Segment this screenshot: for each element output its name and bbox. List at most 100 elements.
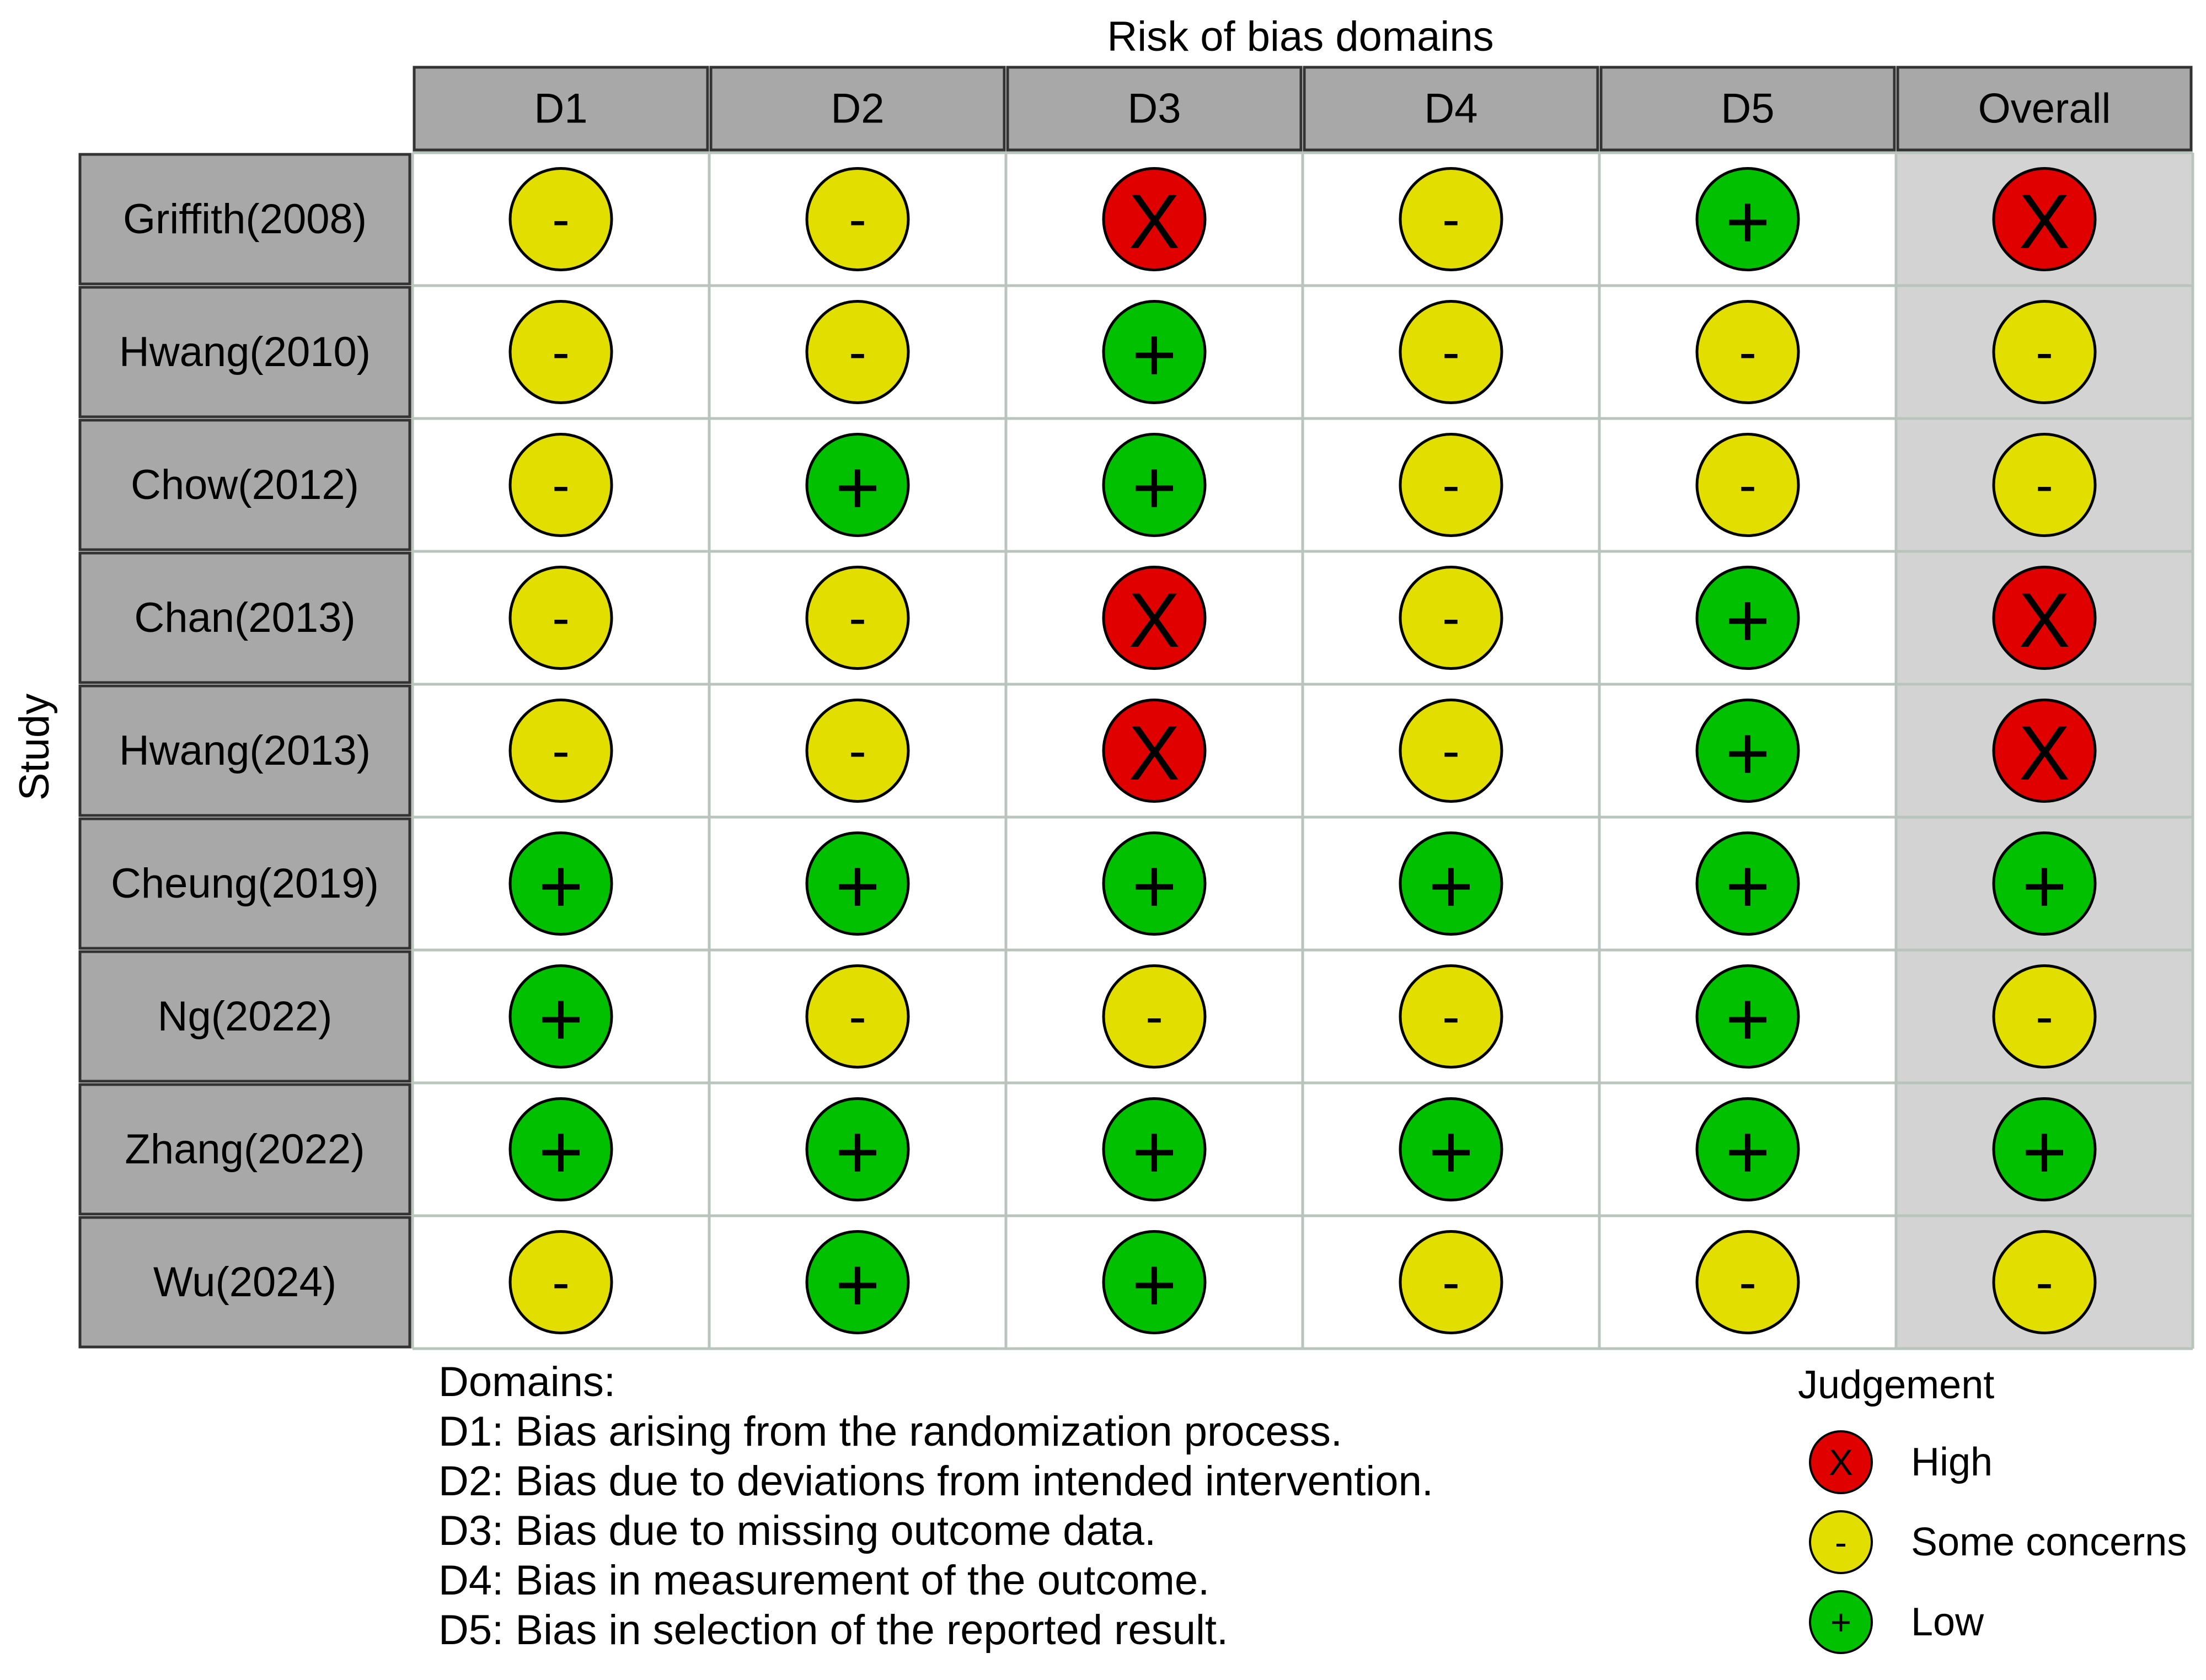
judgement-cell: - <box>1399 300 1503 404</box>
judgement-marker <box>1992 699 2097 803</box>
domain-description-d4: D4: Bias in measurement of the outcome. <box>438 1557 1210 1604</box>
judgement-marker <box>1695 300 1800 404</box>
column-header-d1 <box>413 66 709 152</box>
judgement-marker <box>508 566 613 670</box>
judgement-marker <box>1992 831 2097 936</box>
judgement-marker <box>805 433 910 537</box>
judgement-symbol: + <box>835 444 880 530</box>
judgement-symbol: + <box>1428 1108 1474 1195</box>
judgement-symbol: + <box>538 975 583 1062</box>
judgement-cell: - <box>508 1230 613 1334</box>
judgement-cell: + <box>508 831 613 936</box>
judgement-cell: + <box>1399 831 1503 936</box>
judgement-marker <box>1102 699 1207 803</box>
judgement-symbol: - <box>849 588 866 647</box>
judgement-symbol: + <box>1725 577 1770 663</box>
judgement-symbol: X <box>1128 577 1180 663</box>
judgement-marker <box>1399 300 1503 404</box>
judgement-cell: - <box>1399 699 1503 803</box>
judgement-cell: + <box>1102 831 1207 936</box>
column-header-label-d5: D5 <box>1721 85 1774 132</box>
judgement-cell: - <box>1695 1230 1800 1334</box>
judgement-marker <box>1102 964 1207 1069</box>
judgement-symbol: - <box>2036 1253 2053 1312</box>
column-header-overall <box>1896 66 2193 152</box>
study-label-box <box>78 817 411 950</box>
judgement-marker <box>1399 964 1503 1069</box>
domain-description-d3: D3: Bias due to missing outcome data. <box>438 1507 1156 1554</box>
judgement-cells: - - X - + X - - + - - - - + + - - - - - X - + X - - X - + X + + + + + + + - - -… <box>508 167 2097 1334</box>
study-label-hwang-2013: Hwang(2013) <box>119 727 371 774</box>
judgement-symbol: - <box>2036 323 2053 382</box>
judgement-symbol: X <box>1128 710 1180 796</box>
legend-item-high: X High <box>1809 1428 2195 1494</box>
judgement-cell: + <box>805 831 910 936</box>
judgement-symbol: + <box>1132 1108 1177 1195</box>
judgement-cell: - <box>1102 964 1207 1069</box>
study-label-wu-2024: Wu(2024) <box>153 1259 336 1306</box>
judgement-cell: + <box>805 433 910 537</box>
legend-some-concerns-symbol: - <box>1835 1522 1847 1563</box>
legend-low-marker: + <box>1809 1590 1873 1654</box>
judgement-cell: + <box>508 1097 613 1201</box>
legend-low-label: Low <box>1911 1600 1984 1644</box>
judgement-symbol: - <box>1442 455 1460 514</box>
judgement-marker <box>1695 1097 1800 1201</box>
judgement-cell: + <box>1695 167 1800 271</box>
judgement-cell: - <box>508 566 613 670</box>
judgement-cell: + <box>1695 1097 1800 1201</box>
study-label-box <box>78 1216 411 1349</box>
judgement-cell: + <box>805 1097 910 1201</box>
judgement-symbol: - <box>1739 1253 1757 1312</box>
judgement-symbol: X <box>2018 710 2070 796</box>
column-header-label-d1: D1 <box>534 85 587 132</box>
study-label-box <box>78 286 411 418</box>
judgement-symbol: X <box>2018 178 2070 265</box>
judgement-marker <box>1399 433 1503 537</box>
domain-description-d2: D2: Bias due to deviations from intended… <box>438 1458 1433 1505</box>
judgement-symbol: - <box>2036 455 2053 514</box>
study-label-cheung-2019: Cheung(2019) <box>111 860 379 907</box>
study-label-box <box>78 153 411 286</box>
domain-description-d5: D5: Bias in selection of the reported re… <box>438 1607 1229 1654</box>
judgement-symbol: + <box>1725 710 1770 796</box>
column-header-label-overall: Overall <box>1978 85 2111 132</box>
judgement-marker <box>1992 964 2097 1069</box>
judgement-cell: - <box>508 300 613 404</box>
judgement-cell: + <box>1992 1097 2097 1201</box>
judgement-cell: + <box>1102 1230 1207 1334</box>
judgement-marker <box>805 831 910 936</box>
judgement-symbol: - <box>552 588 570 647</box>
judgement-cell: - <box>508 699 613 803</box>
judgement-symbol: + <box>1132 311 1177 398</box>
legend-item-low: + Low <box>1809 1588 2195 1654</box>
judgement-cell: + <box>1992 831 2097 936</box>
judgement-symbol: - <box>849 323 866 382</box>
judgement-symbol: - <box>1442 190 1460 249</box>
judgement-marker <box>1992 1097 2097 1201</box>
legend-item-some-concerns: - Some concerns <box>1809 1508 2195 1574</box>
judgement-marker <box>805 699 910 803</box>
judgement-marker <box>508 300 613 404</box>
judgement-symbol: - <box>1739 455 1757 514</box>
judgement-cell: X <box>1992 699 2097 803</box>
judgement-marker <box>1992 566 2097 670</box>
judgement-symbol: - <box>552 190 570 249</box>
judgement-symbol: + <box>2022 842 2067 929</box>
judgement-symbol: - <box>1442 1253 1460 1312</box>
judgement-cell: - <box>508 167 613 271</box>
column-header-d5 <box>1599 66 1896 152</box>
judgement-cell: - <box>1992 1230 2097 1334</box>
study-label-hwang-2010: Hwang(2010) <box>119 329 371 375</box>
judgement-marker <box>1102 300 1207 404</box>
judgement-cell: + <box>1102 300 1207 404</box>
column-header-label-d2: D2 <box>831 85 884 132</box>
study-label-box <box>78 684 411 817</box>
judgement-cell: - <box>805 964 910 1069</box>
judgement-cell: X <box>1992 566 2097 670</box>
judgement-cell: + <box>1399 1097 1503 1201</box>
judgement-cell: - <box>508 433 613 537</box>
study-label-chow-2012: Chow(2012) <box>131 461 359 508</box>
judgement-symbol: - <box>1442 987 1460 1046</box>
